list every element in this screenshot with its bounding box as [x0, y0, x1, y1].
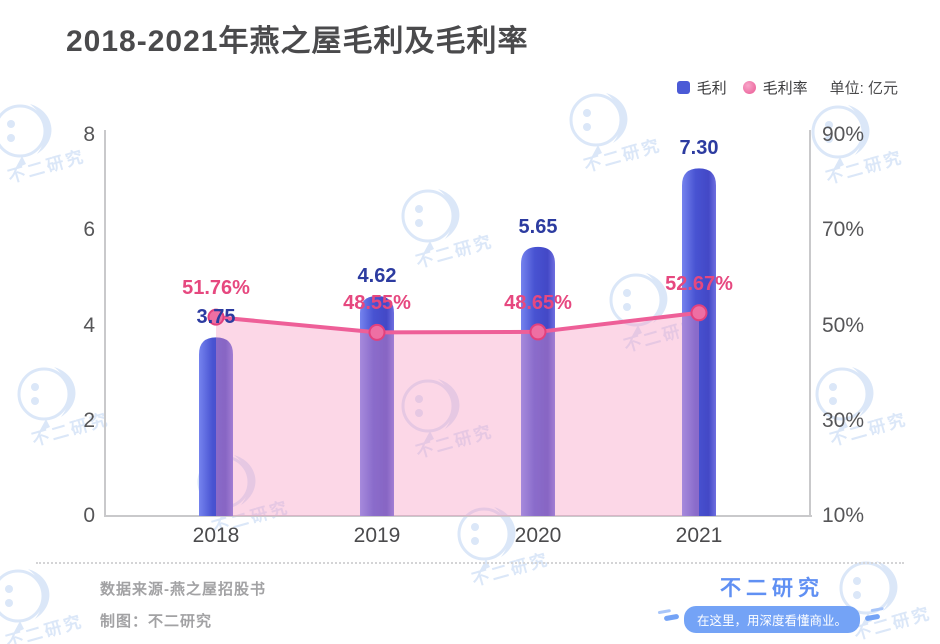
right-axis-tick: 30% [822, 408, 865, 432]
margin-area-fill [216, 312, 699, 516]
x-axis-label: 2020 [514, 524, 562, 547]
brand-block: 不二研究 在这里，用深度看懂商业。 [657, 572, 887, 633]
bar-value-label: 3.75 [196, 306, 236, 329]
data-source-text: 数据来源-燕之屋招股书 [100, 581, 266, 598]
bar-2019 [360, 295, 394, 516]
bar-2021 [682, 168, 716, 516]
legend-bar-swatch-icon [676, 81, 690, 94]
left-axis-tick: 6 [83, 218, 95, 242]
bar-2018 [199, 337, 233, 516]
left-axis-tick: 8 [83, 123, 95, 146]
percent-value-label: 51.76% [182, 277, 250, 300]
margin-line-points [207, 304, 708, 341]
bar-value-label: 5.65 [518, 215, 558, 238]
x-axis-label: 2018 [192, 524, 240, 547]
bar-value-label: 7.30 [679, 137, 719, 160]
chart-legend: 毛利 毛利率 单位: 亿元 [676, 77, 898, 98]
legend-line-label: 毛利率 [762, 80, 808, 97]
bar-2020 [521, 246, 555, 516]
margin-line [214, 310, 701, 335]
right-axis-tick: 90% [822, 123, 865, 146]
brand-logo-text: 不二研究 [720, 577, 824, 600]
margin-point-2021 [690, 304, 708, 322]
right-axis-tick: 50% [822, 313, 865, 337]
legend-line-swatch-icon [742, 81, 756, 94]
percent-value-label: 48.55% [343, 292, 411, 315]
bar-value-label: 4.62 [357, 264, 397, 287]
chart-credit-text: 制图：不二研究 [100, 613, 213, 630]
left-axis-tick: 4 [83, 313, 95, 337]
bar-series [199, 168, 716, 516]
right-axis-tick: 10% [822, 504, 865, 527]
percent-value-label: 48.65% [504, 291, 572, 314]
brand-slogan-pill: 在这里，用深度看懂商业。 [683, 606, 860, 633]
x-axis-label: 2019 [353, 524, 401, 547]
legend-bar-label: 毛利 [696, 80, 727, 97]
left-axis-tick: 2 [83, 408, 95, 432]
margin-point-2020 [529, 323, 547, 341]
margin-point-2019 [368, 323, 386, 341]
footer-divider [36, 562, 904, 564]
chart-title: 2018-2021年燕之屋毛利及毛利率 [66, 25, 529, 58]
left-axis-tick: 0 [83, 504, 95, 527]
unit-label: 单位: 亿元 [829, 80, 898, 97]
x-axis-label: 2021 [675, 524, 723, 547]
margin-point-2018 [207, 308, 225, 326]
brand-watermark-icon [0, 567, 88, 644]
chart-plot-area [104, 130, 812, 517]
right-axis-tick: 70% [822, 218, 865, 242]
percent-value-label: 52.67% [665, 272, 733, 295]
